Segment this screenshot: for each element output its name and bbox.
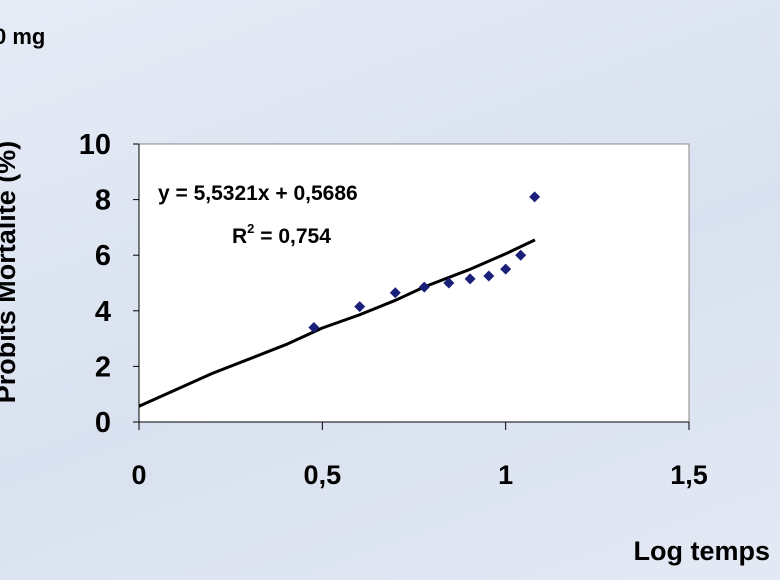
y-tick-label: 8 xyxy=(95,185,111,217)
x-axis-title: Log temps xyxy=(633,535,770,567)
x-tick-label: 1,5 xyxy=(670,460,708,490)
r-squared-exponent: 2 xyxy=(247,221,254,236)
y-axis-title: Probits Mortalité (%) xyxy=(0,141,21,404)
x-tick-label: 1 xyxy=(498,460,513,490)
x-tick-label: 0 xyxy=(131,460,146,490)
y-tick-label: 4 xyxy=(95,296,111,328)
y-tick-label: 6 xyxy=(95,240,111,272)
y-tick-label: 0 xyxy=(95,407,111,439)
y-tick-label: 10 xyxy=(79,129,111,161)
x-tick-label: 0,5 xyxy=(304,460,342,490)
r-squared-label: R2 = 0,754 xyxy=(232,221,331,248)
r-squared-value: = 0,754 xyxy=(254,225,331,248)
y-tick-label: 2 xyxy=(95,351,111,383)
trendline-equation: y = 5,5321x + 0,5686 xyxy=(158,182,358,205)
r-squared-symbol: R xyxy=(232,225,247,248)
